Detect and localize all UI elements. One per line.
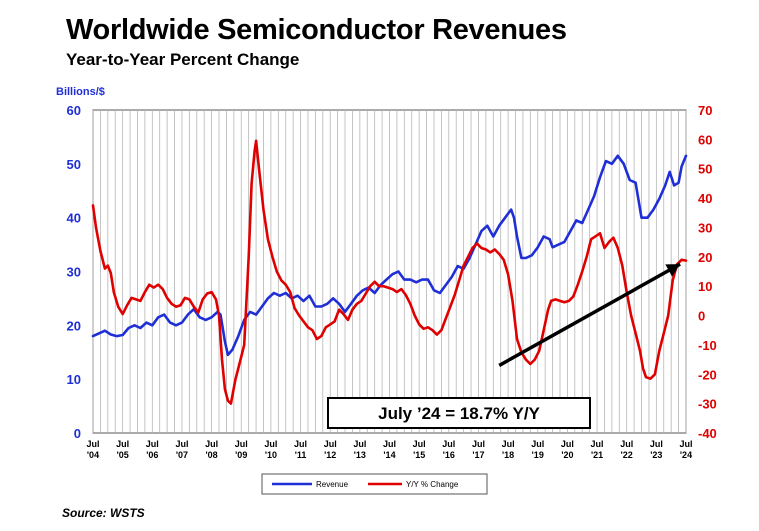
right-tick-label: 70 bbox=[698, 103, 712, 118]
yoy-change-series-line bbox=[91, 139, 688, 405]
x-tick-label-month: Jul bbox=[591, 439, 604, 449]
x-tick-label-year: '14 bbox=[383, 450, 395, 460]
x-tick-label-month: Jul bbox=[413, 439, 426, 449]
right-tick-label: -30 bbox=[698, 397, 717, 412]
x-tick-label-year: '13 bbox=[354, 450, 366, 460]
right-tick-label: 50 bbox=[698, 162, 712, 177]
x-tick-label-month: Jul bbox=[235, 439, 248, 449]
right-tick-label: -40 bbox=[698, 426, 717, 441]
x-tick-label-month: Jul bbox=[264, 439, 277, 449]
x-tick-label-month: Jul bbox=[531, 439, 544, 449]
annotation-box bbox=[327, 397, 591, 429]
legend-revenue-label: Revenue bbox=[316, 480, 349, 489]
x-tick-label-year: '15 bbox=[413, 450, 425, 460]
x-tick-label-year: '08 bbox=[206, 450, 218, 460]
x-tick-label-month: Jul bbox=[679, 439, 692, 449]
right-tick-label: 30 bbox=[698, 220, 712, 235]
x-tick-label-year: '23 bbox=[650, 450, 662, 460]
x-tick-label-month: Jul bbox=[561, 439, 574, 449]
x-tick-label-month: Jul bbox=[86, 439, 99, 449]
x-tick-label-month: Jul bbox=[383, 439, 396, 449]
x-tick-label-month: Jul bbox=[442, 439, 455, 449]
x-tick-label-year: '06 bbox=[146, 450, 158, 460]
annotation-arrow-shaft bbox=[498, 262, 681, 367]
left-tick-label: 0 bbox=[74, 426, 81, 441]
x-tick-label-year: '04 bbox=[87, 450, 99, 460]
right-tick-label: 0 bbox=[698, 309, 705, 324]
x-tick-label-year: '20 bbox=[561, 450, 573, 460]
x-tick-label-year: '05 bbox=[117, 450, 129, 460]
left-axis-label: Billions/$ bbox=[56, 86, 105, 98]
x-tick-label-year: '18 bbox=[502, 450, 514, 460]
annotation-arrow-head bbox=[665, 264, 681, 277]
x-tick-label-year: '09 bbox=[235, 450, 247, 460]
x-tick-label-month: Jul bbox=[175, 439, 188, 449]
x-tick-label-year: '24 bbox=[680, 450, 692, 460]
x-tick-label-month: Jul bbox=[353, 439, 366, 449]
x-tick-label-year: '11 bbox=[295, 450, 307, 460]
x-tick-label-month: Jul bbox=[620, 439, 633, 449]
revenue-series-line bbox=[91, 154, 688, 357]
left-tick-label: 10 bbox=[67, 372, 81, 387]
x-tick-label-year: '12 bbox=[324, 450, 336, 460]
right-tick-label: -20 bbox=[698, 367, 717, 382]
left-tick-label: 60 bbox=[67, 103, 81, 118]
x-tick-label-month: Jul bbox=[502, 439, 515, 449]
x-tick-label-year: '19 bbox=[532, 450, 544, 460]
x-tick-label-year: '07 bbox=[176, 450, 188, 460]
left-tick-label: 40 bbox=[67, 211, 81, 226]
left-tick-label: 50 bbox=[67, 157, 81, 172]
x-tick-label-year: '17 bbox=[472, 450, 484, 460]
right-tick-label: 40 bbox=[698, 191, 712, 206]
x-tick-label-month: Jul bbox=[472, 439, 485, 449]
x-tick-label-year: '16 bbox=[443, 450, 455, 460]
right-tick-label: 10 bbox=[698, 279, 712, 294]
x-tick-label-month: Jul bbox=[324, 439, 337, 449]
x-tick-label-month: Jul bbox=[116, 439, 129, 449]
left-tick-label: 20 bbox=[67, 318, 81, 333]
chart-title: Worldwide Semiconductor Revenues bbox=[66, 14, 567, 46]
left-tick-label: 30 bbox=[67, 265, 81, 280]
x-tick-label-month: Jul bbox=[650, 439, 663, 449]
x-tick-label-year: '10 bbox=[265, 450, 277, 460]
chart-subtitle: Year-to-Year Percent Change bbox=[66, 50, 300, 69]
x-tick-label-year: '21 bbox=[591, 450, 603, 460]
x-tick-label-year: '22 bbox=[621, 450, 633, 460]
source-note: Source: WSTS bbox=[62, 506, 145, 520]
right-tick-label: 20 bbox=[698, 250, 712, 265]
x-tick-label-month: Jul bbox=[146, 439, 159, 449]
right-tick-label: 60 bbox=[698, 132, 712, 147]
legend-yoy-label: Y/Y % Change bbox=[406, 480, 459, 489]
right-tick-label: -10 bbox=[698, 338, 717, 353]
annotation-text: July ’24 = 18.7% Y/Y bbox=[378, 404, 540, 423]
x-tick-label-month: Jul bbox=[294, 439, 307, 449]
x-tick-label-month: Jul bbox=[205, 439, 218, 449]
